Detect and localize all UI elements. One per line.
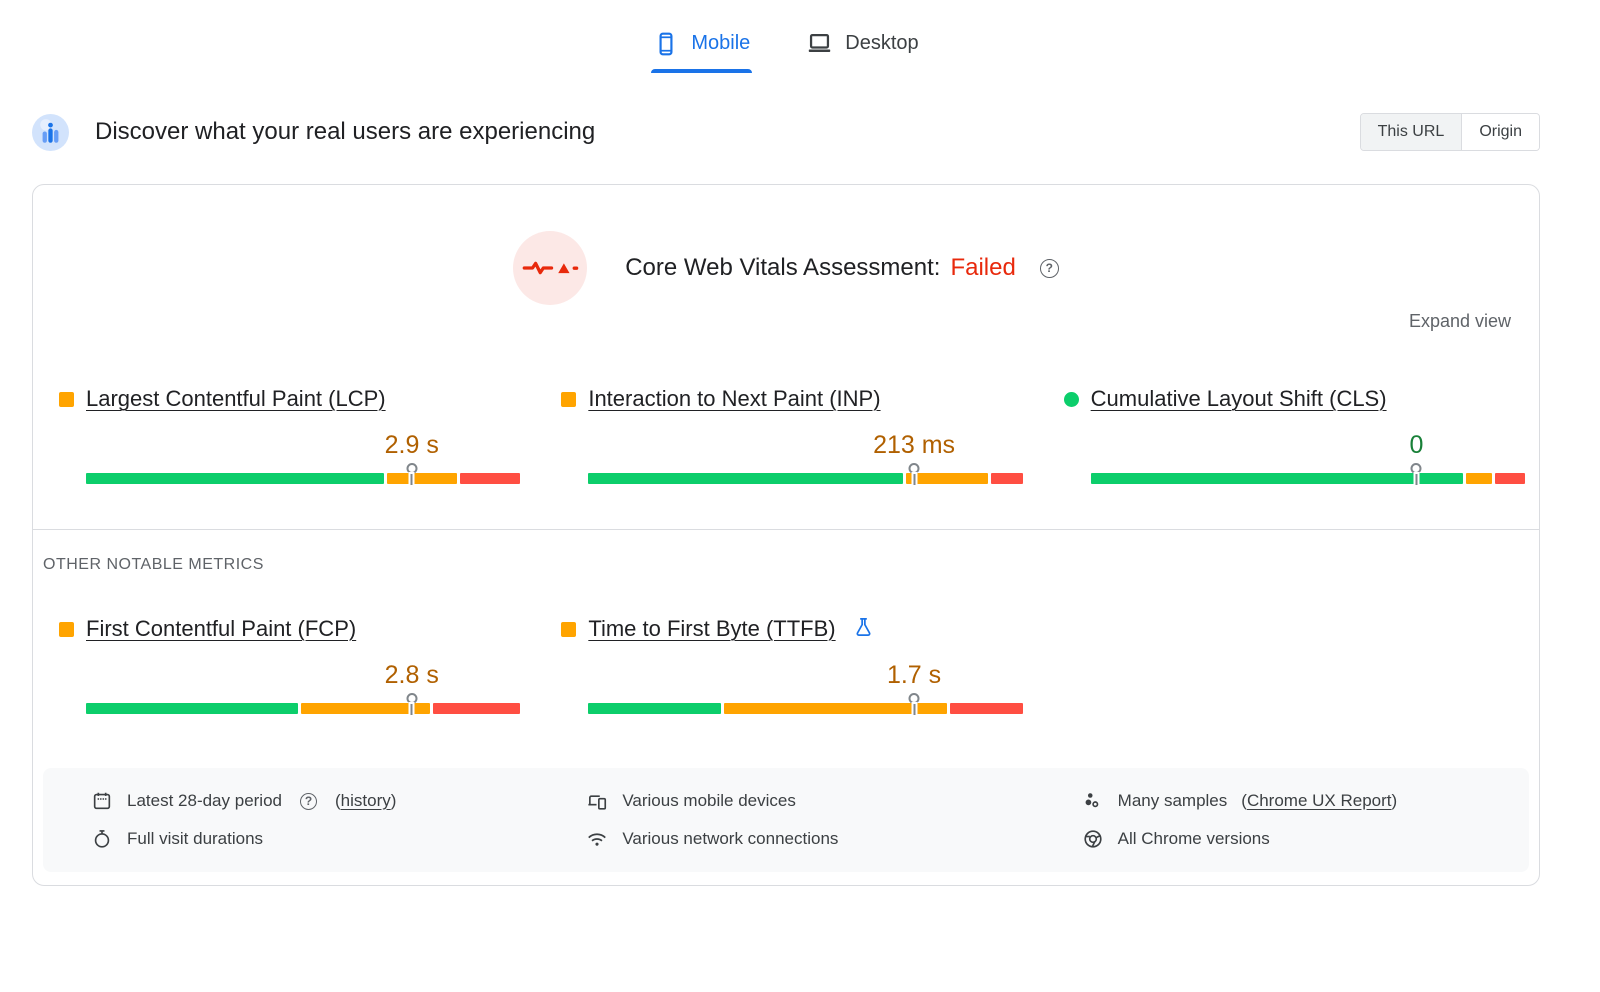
- metric-inp: Interaction to Next Paint (INP) 213 ms: [561, 384, 1023, 485]
- visit-durations-text: Full visit durations: [127, 829, 264, 848]
- calendar-icon: [93, 792, 111, 810]
- cwv-pulse-icon: [513, 231, 588, 305]
- lcp-distribution-bar: [86, 473, 521, 484]
- distribution-segment-poor: [432, 703, 521, 714]
- ttfb-rating-indicator: [561, 621, 577, 637]
- cls-p75-value: 0: [1409, 431, 1424, 459]
- lcp-p75-marker-pin: [406, 463, 418, 485]
- tab-desktop[interactable]: Desktop: [804, 22, 920, 73]
- visit-durations-item: Full visit durations: [43, 828, 538, 850]
- history-link[interactable]: history: [340, 791, 391, 810]
- collection-details-footer: Latest 28-day period (history) Various m…: [43, 768, 1529, 872]
- lcp-rating-indicator: [59, 391, 74, 407]
- distribution-segment-good: [1090, 473, 1464, 484]
- chrome-ux-report-link[interactable]: Chrome UX Report: [1246, 791, 1392, 810]
- inp-title-link[interactable]: Interaction to Next Paint (INP): [588, 386, 881, 411]
- ttfb-p75-value: 1.7 s: [886, 661, 942, 689]
- lcp-title-link[interactable]: Largest Contentful Paint (LCP): [86, 386, 386, 411]
- collection-period-item: Latest 28-day period (history): [43, 790, 538, 812]
- distribution-segment-needs_improvement: [1466, 473, 1493, 484]
- distribution-segment-needs_improvement: [906, 473, 988, 484]
- fcp-title-link[interactable]: First Contentful Paint (FCP): [86, 616, 357, 641]
- ttfb-p75-marker-pin: [908, 693, 920, 715]
- other-metrics-row: First Contentful Paint (FCP) 2.8 s Time …: [33, 614, 1539, 715]
- cwv-assessment-header: Core Web Vitals Assessment: Failed: [33, 231, 1539, 305]
- devices-item: Various mobile devices: [538, 790, 1033, 812]
- network-wifi-icon: [588, 833, 607, 846]
- metric-fcp: First Contentful Paint (FCP) 2.8 s: [59, 614, 521, 715]
- field-data-header: Discover what your real users are experi…: [32, 113, 1540, 151]
- scope-toggle: This URL Origin: [1359, 113, 1540, 151]
- cls-title-link[interactable]: Cumulative Layout Shift (CLS): [1090, 386, 1387, 411]
- field-data-users-icon: [32, 113, 69, 151]
- assessment-label: Core Web Vitals Assessment:: [625, 254, 941, 281]
- assessment-status: Failed: [950, 254, 1016, 281]
- experimental-flask-icon[interactable]: [852, 616, 875, 639]
- devices-text: Various mobile devices: [622, 791, 796, 810]
- samples-text: Many samples: [1117, 791, 1228, 810]
- lcp-p75-value: 2.9 s: [384, 431, 439, 459]
- field-data-card: Core Web Vitals Assessment: Failed Expan…: [32, 184, 1540, 886]
- distribution-segment-poor: [990, 473, 1023, 484]
- inp-rating-indicator: [561, 391, 577, 407]
- fcp-rating-indicator: [59, 621, 74, 637]
- this-url-button[interactable]: This URL: [1360, 114, 1462, 150]
- assessment-help-icon[interactable]: [1039, 258, 1059, 278]
- inp-p75-value: 213 ms: [873, 431, 956, 459]
- distribution-segment-needs_improvement: [724, 703, 947, 714]
- inp-distribution-bar: [588, 473, 1023, 484]
- cls-rating-indicator: [1063, 391, 1079, 407]
- distribution-segment-good: [86, 703, 299, 714]
- distribution-segment-needs_improvement: [301, 703, 430, 714]
- network-item: Various network connections: [538, 828, 1033, 850]
- fcp-p75-marker-pin: [406, 693, 418, 715]
- tab-mobile[interactable]: Mobile: [651, 22, 753, 73]
- distribution-segment-poor: [460, 473, 521, 484]
- metric-ttfb: Time to First Byte (TTFB) 1.7 s: [561, 614, 1023, 715]
- metric-cls: Cumulative Layout Shift (CLS) 0: [1063, 384, 1525, 485]
- distribution-segment-good: [86, 473, 384, 484]
- metric-lcp: Largest Contentful Paint (LCP) 2.9 s: [59, 384, 521, 485]
- fcp-p75-value: 2.8 s: [384, 661, 439, 689]
- active-tab-underline: [651, 69, 753, 73]
- network-text: Various network connections: [622, 829, 839, 848]
- stopwatch-icon: [94, 830, 110, 848]
- inp-p75-marker-pin: [908, 463, 920, 485]
- tab-mobile-label: Mobile: [691, 32, 751, 54]
- expand-view-link[interactable]: Expand view: [1408, 311, 1511, 331]
- devices-icon: [588, 795, 607, 810]
- other-metrics-heading: OTHER NOTABLE METRICS: [43, 556, 264, 573]
- samples-dots-icon: [1085, 793, 1098, 808]
- distribution-segment-poor: [1495, 473, 1525, 484]
- distribution-segment-good: [588, 473, 904, 484]
- core-web-vitals-row: Largest Contentful Paint (LCP) 2.9 s Int…: [33, 384, 1539, 485]
- chrome-versions-text: All Chrome versions: [1117, 829, 1270, 848]
- device-tabs: Mobile Desktop: [32, 22, 1540, 73]
- desktop-laptop-icon: [809, 33, 831, 52]
- chrome-logo-icon: [1084, 830, 1102, 848]
- cls-distribution-bar: [1090, 473, 1525, 484]
- crux-link-wrap: (Chrome UX Report): [1241, 791, 1398, 810]
- distribution-segment-poor: [949, 703, 1023, 714]
- cls-p75-marker-pin: [1410, 463, 1422, 485]
- fcp-distribution-bar: [86, 703, 521, 714]
- distribution-segment-needs_improvement: [386, 473, 458, 484]
- ttfb-title-link[interactable]: Time to First Byte (TTFB): [588, 616, 836, 641]
- origin-button[interactable]: Origin: [1461, 114, 1539, 150]
- history-link-wrap: (history): [335, 791, 397, 810]
- tab-desktop-label: Desktop: [845, 32, 919, 54]
- period-help-icon[interactable]: [300, 792, 317, 810]
- chrome-versions-item: All Chrome versions: [1034, 828, 1529, 850]
- distribution-segment-good: [588, 703, 722, 714]
- field-section-title: Discover what your real users are experi…: [95, 118, 596, 145]
- mobile-phone-icon: [659, 32, 673, 55]
- section-divider: [33, 529, 1539, 530]
- ttfb-distribution-bar: [588, 703, 1023, 714]
- collection-period-text: Latest 28-day period: [127, 791, 282, 810]
- samples-item: Many samples (Chrome UX Report): [1034, 790, 1529, 812]
